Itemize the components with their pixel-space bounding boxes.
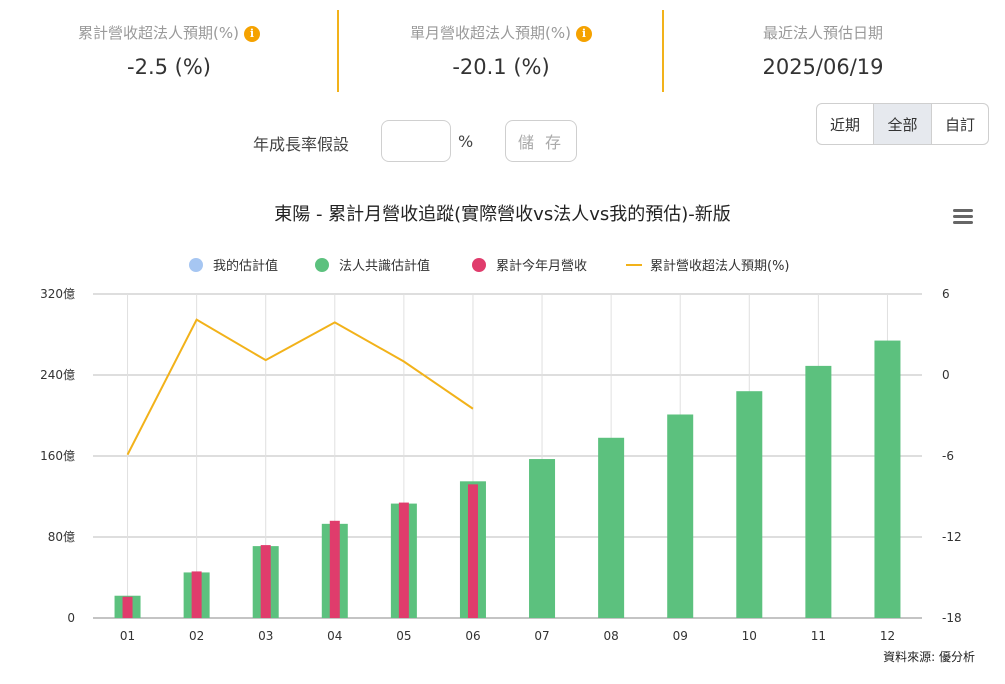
bar-consensus	[598, 437, 625, 618]
bar-consensus	[252, 546, 279, 618]
line-series-beat-pct	[126, 318, 474, 456]
growth-unit: %	[458, 132, 474, 151]
data-source: 資料來源: 優分析	[883, 650, 975, 664]
stat-label: 最近法人預估日期	[762, 24, 883, 42]
x-tick-label: 01	[120, 629, 135, 643]
save-button[interactable]: 儲 存	[505, 120, 577, 162]
chart-title: 東陽 - 累計月營收追蹤(實際營收vs法人vs我的預估)-新版	[274, 204, 731, 225]
x-tick-label: 03	[258, 629, 273, 643]
legend-swatch-dot	[189, 258, 203, 272]
range-recent-button[interactable]: 近期	[816, 103, 874, 145]
y-left-tick-label: 0	[67, 611, 75, 625]
legend-swatch-dot	[472, 258, 486, 272]
range-custom-button[interactable]: 自訂	[932, 103, 989, 145]
legend-swatch-dot	[315, 258, 329, 272]
stat-value: -2.5 (%)	[127, 55, 211, 79]
growth-label: 年成長率假設	[253, 135, 350, 154]
bar-consensus	[321, 523, 348, 618]
y-left-tick-label: 80億	[48, 530, 75, 544]
y-left-tick-label: 320億	[40, 287, 75, 301]
bar-actual	[191, 571, 202, 618]
range-selector: 近期 全部 自訂	[816, 103, 989, 145]
bar-consensus	[874, 340, 901, 618]
stat-divider	[337, 10, 339, 92]
y-right-tick-label: -12	[942, 530, 962, 544]
bar-actual	[260, 545, 271, 618]
x-tick-label: 05	[396, 629, 411, 643]
chart-line	[126, 318, 474, 456]
bar-actual	[122, 596, 133, 618]
growth-rate-input[interactable]	[381, 120, 451, 162]
chart-legend: 我的估計值 法人共識估計值 累計今年月營收 累計營收超法人預期(%)	[189, 258, 790, 274]
stat-latest-date: 最近法人預估日期 2025/06/19	[664, 0, 982, 95]
stat-monthly-beat: 單月營收超法人預期(%) i -20.1 (%)	[339, 0, 663, 95]
stat-label: 累計營收超法人預期(%)	[78, 24, 239, 42]
legend-item-label: 累計營收超法人預期(%)	[650, 258, 790, 274]
x-tick-label: 08	[603, 629, 618, 643]
stat-value: 2025/06/19	[762, 55, 884, 79]
stat-divider	[662, 10, 664, 92]
bar-actual	[467, 484, 478, 618]
x-tick-label: 07	[534, 629, 549, 643]
bar-consensus	[183, 572, 210, 618]
x-tick-label: 04	[327, 629, 342, 643]
bar-consensus	[736, 391, 763, 618]
bar-consensus	[667, 414, 694, 618]
stat-cumulative-beat: 累計營收超法人預期(%) i -2.5 (%)	[0, 0, 338, 95]
x-tick-label: 10	[742, 629, 757, 643]
legend-item-label: 我的估計值	[213, 258, 278, 274]
y-left-tick-label: 240億	[40, 368, 75, 382]
x-tick-label: 02	[189, 629, 204, 643]
hamburger-menu-icon[interactable]	[953, 209, 973, 225]
range-all-button[interactable]: 全部	[874, 103, 932, 145]
chart-grid	[93, 293, 922, 619]
legend-item-label: 法人共識估計值	[339, 258, 430, 274]
y-right-tick-label: -18	[942, 611, 962, 625]
info-icon[interactable]: i	[575, 26, 592, 42]
y-left-tick-label: 160億	[40, 449, 75, 463]
bar-consensus	[390, 503, 417, 618]
y-right-tick-label: 6	[942, 287, 950, 301]
bar-actual	[329, 520, 340, 618]
bar-consensus	[459, 481, 486, 618]
bar-consensus	[114, 595, 141, 618]
bar-actual	[398, 502, 409, 618]
bar-consensus	[805, 365, 832, 618]
chart-bars	[114, 340, 901, 618]
x-tick-label: 12	[880, 629, 895, 643]
y-right-tick-label: 0	[942, 368, 950, 382]
bar-consensus	[529, 459, 556, 618]
stat-label: 單月營收超法人預期(%)	[410, 24, 571, 42]
x-tick-label: 11	[811, 629, 826, 643]
x-tick-label: 09	[673, 629, 688, 643]
x-tick-label: 06	[465, 629, 480, 643]
legend-item-label: 累計今年月營收	[496, 258, 587, 274]
stat-value: -20.1 (%)	[452, 55, 550, 79]
info-icon[interactable]: i	[243, 26, 260, 42]
stats-bar: 累計營收超法人預期(%) i -2.5 (%) 單月營收超法人預期(%) i -20…	[0, 0, 1005, 95]
y-right-tick-label: -6	[942, 449, 954, 463]
